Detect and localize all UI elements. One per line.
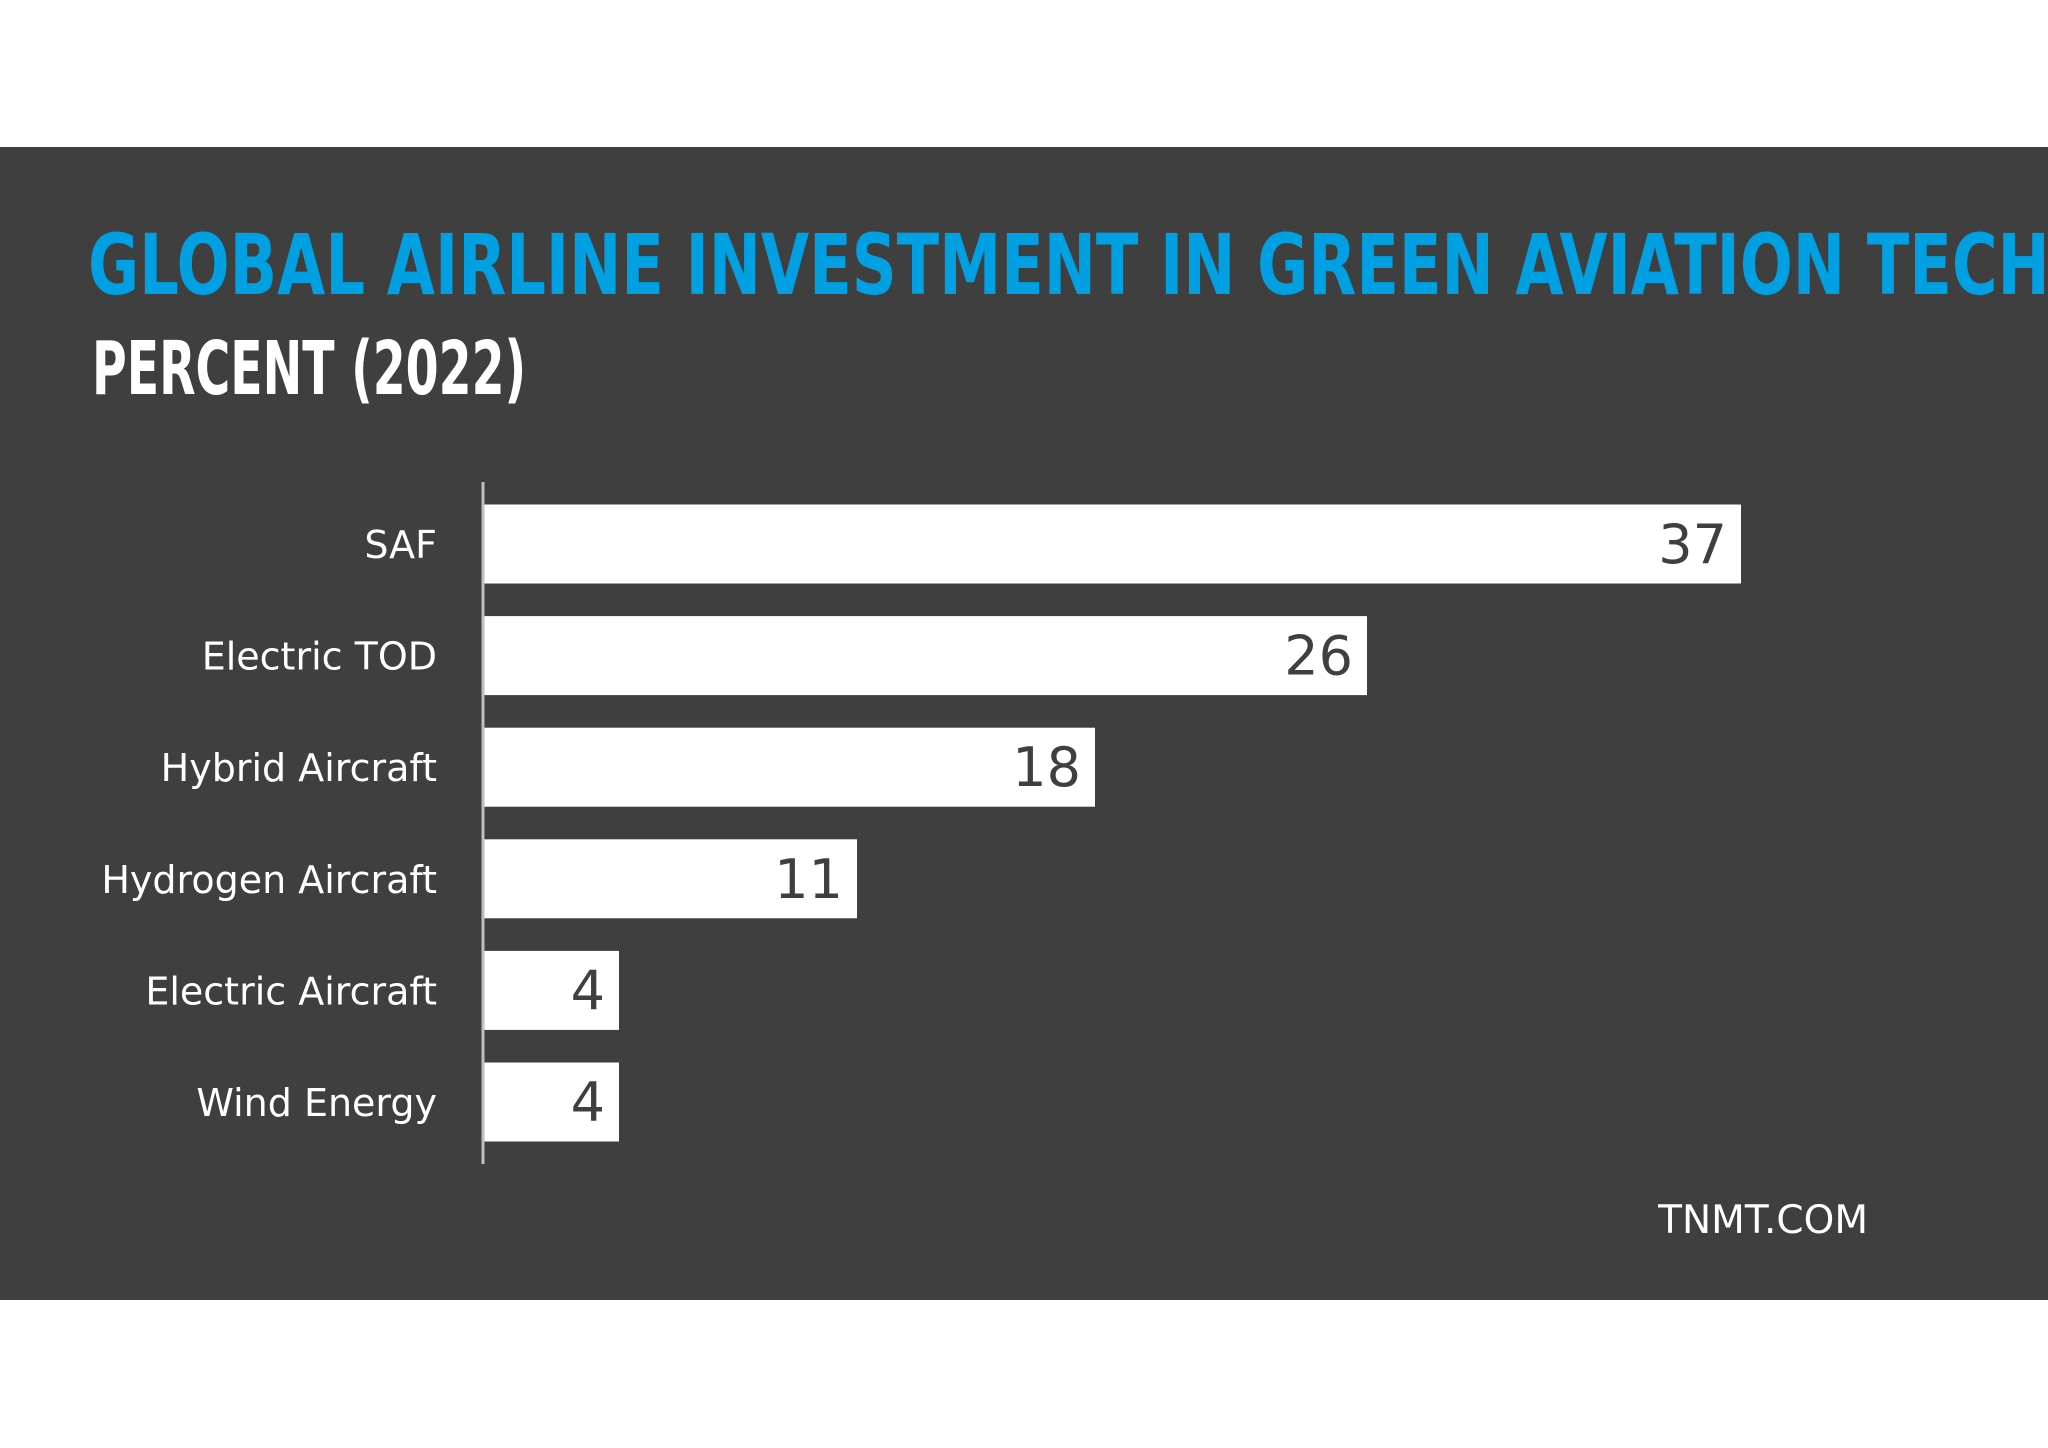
bar-chart: 37 SAF 26 Electric TOD 18 Hybrid Aircraft 11 Hy…: [101, 482, 1741, 1164]
category-label: Hydrogen Aircraft: [101, 858, 437, 902]
bar-electric-aircraft: [483, 950, 619, 1030]
source-label: TNMT.COM: [1658, 1198, 1868, 1243]
category-label: Electric Aircraft: [145, 969, 437, 1013]
bar-hybrid-aircraft: [483, 727, 1095, 807]
chart-subtitle: PERCENT (2022): [92, 326, 527, 412]
chart-title: GLOBAL AIRLINE INVESTMENT IN GREEN AVIAT…: [88, 216, 2048, 314]
bar-value-label: 4: [571, 1071, 605, 1134]
bar-wind-energy: [483, 1062, 619, 1142]
bar-value-label: 37: [1658, 513, 1727, 576]
bar-value-label: 4: [571, 959, 605, 1022]
bar-value-label: 18: [1012, 736, 1081, 799]
chart-panel: GLOBAL AIRLINE INVESTMENT IN GREEN AVIAT…: [0, 147, 2048, 1300]
category-label: SAF: [364, 523, 437, 567]
bar-hydrogen-aircraft: [483, 839, 857, 919]
category-label: Hybrid Aircraft: [161, 746, 437, 790]
category-label: Wind Energy: [196, 1081, 437, 1125]
bar-value-label: 26: [1284, 625, 1353, 688]
bar-electric-tod: [483, 616, 1367, 696]
bar-value-label: 11: [774, 848, 843, 911]
category-label: Electric TOD: [202, 635, 437, 679]
bar-saf: [483, 504, 1741, 584]
